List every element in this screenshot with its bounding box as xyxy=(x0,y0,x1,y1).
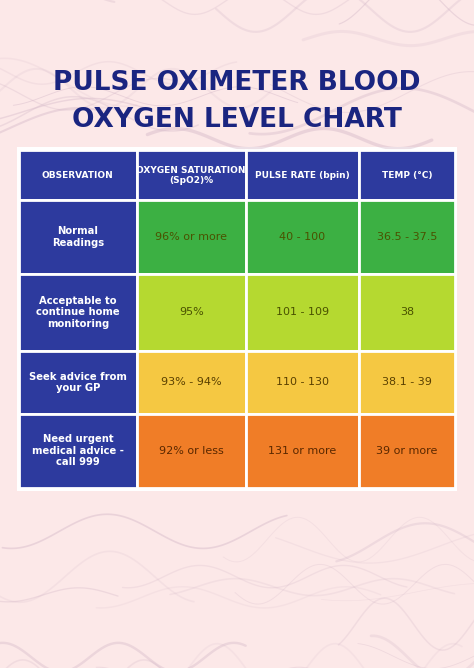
Text: 38.1 - 39: 38.1 - 39 xyxy=(382,377,432,387)
Text: 110 - 130: 110 - 130 xyxy=(276,377,329,387)
Text: Seek advice from
your GP: Seek advice from your GP xyxy=(29,371,127,393)
FancyBboxPatch shape xyxy=(17,147,457,491)
FancyBboxPatch shape xyxy=(19,414,137,488)
Text: Need urgent
medical advice -
call 999: Need urgent medical advice - call 999 xyxy=(32,434,124,468)
Text: 40 - 100: 40 - 100 xyxy=(279,232,326,242)
FancyBboxPatch shape xyxy=(137,150,246,200)
FancyBboxPatch shape xyxy=(246,150,359,200)
Text: Normal
Readings: Normal Readings xyxy=(52,226,104,248)
Text: PULSE RATE (bpin): PULSE RATE (bpin) xyxy=(255,171,350,180)
FancyBboxPatch shape xyxy=(19,274,137,351)
FancyBboxPatch shape xyxy=(246,351,359,414)
FancyBboxPatch shape xyxy=(19,200,137,274)
Text: OXYGEN SATURATION
(SpO2)%: OXYGEN SATURATION (SpO2)% xyxy=(137,166,246,185)
FancyBboxPatch shape xyxy=(19,351,137,414)
Text: 101 - 109: 101 - 109 xyxy=(276,307,329,317)
FancyBboxPatch shape xyxy=(137,200,246,274)
FancyBboxPatch shape xyxy=(246,200,359,274)
FancyBboxPatch shape xyxy=(359,150,455,200)
Text: 39 or more: 39 or more xyxy=(376,446,438,456)
Text: TEMP (°C): TEMP (°C) xyxy=(382,171,432,180)
Text: 36.5 - 37.5: 36.5 - 37.5 xyxy=(377,232,437,242)
FancyBboxPatch shape xyxy=(137,414,246,488)
Text: 131 or more: 131 or more xyxy=(268,446,337,456)
FancyBboxPatch shape xyxy=(359,200,455,274)
FancyBboxPatch shape xyxy=(137,351,246,414)
FancyBboxPatch shape xyxy=(137,274,246,351)
FancyBboxPatch shape xyxy=(359,351,455,414)
FancyBboxPatch shape xyxy=(359,274,455,351)
FancyBboxPatch shape xyxy=(246,274,359,351)
FancyBboxPatch shape xyxy=(359,414,455,488)
FancyBboxPatch shape xyxy=(19,150,137,200)
Text: 92% or less: 92% or less xyxy=(159,446,224,456)
FancyBboxPatch shape xyxy=(246,414,359,488)
Text: OBSERVATION: OBSERVATION xyxy=(42,171,114,180)
Text: Acceptable to
continue home
monitoring: Acceptable to continue home monitoring xyxy=(36,296,119,329)
Text: OXYGEN LEVEL CHART: OXYGEN LEVEL CHART xyxy=(72,108,402,133)
Text: 96% or more: 96% or more xyxy=(155,232,227,242)
Text: 93% - 94%: 93% - 94% xyxy=(161,377,221,387)
Text: 38: 38 xyxy=(400,307,414,317)
Text: PULSE OXIMETER BLOOD: PULSE OXIMETER BLOOD xyxy=(53,71,421,96)
Text: 95%: 95% xyxy=(179,307,204,317)
